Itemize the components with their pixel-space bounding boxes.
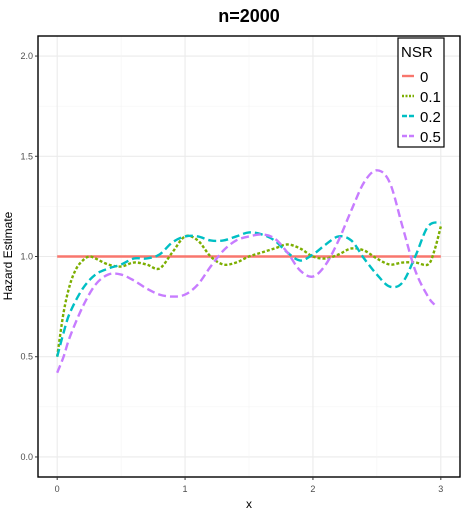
legend-label: 0 [420,69,428,86]
x-tick-label: 0 [55,484,60,494]
y-tick-label: 1.0 [20,252,33,262]
legend-box [397,37,445,148]
series-line-nsr-3 [56,169,436,374]
x-tick-label: 3 [438,484,443,494]
legend-label: 0.1 [420,89,441,106]
legend-item: 0.2 [402,109,441,126]
legend-label: 0.5 [420,129,441,146]
legend-item: 0 [402,69,428,86]
y-tick-label: 0.5 [20,352,33,362]
y-axis-ticks: 0.0 0.5 1.0 1.5 2.0 [20,51,38,462]
x-axis-ticks: 0 1 2 3 [55,477,443,494]
legend: NSR 0 0.1 0.2 0.5 [397,37,445,148]
y-axis-title: Hazard Estimate [1,211,15,300]
chart-title: n=2000 [218,6,280,26]
y-tick-label: 2.0 [20,51,33,61]
x-tick-label: 2 [310,484,315,494]
legend-label: 0.2 [420,109,441,126]
y-tick-label: 1.5 [20,151,33,161]
legend-title: NSR [401,44,433,61]
series-lines [55,169,442,374]
x-axis-title: x [246,497,252,511]
y-tick-label: 0.0 [20,452,33,462]
x-tick-label: 1 [183,484,188,494]
plot-panel [37,35,461,478]
legend-items: 0 0.1 0.2 0.5 [402,69,441,146]
series-line-nsr-1 [55,226,442,357]
legend-item: 0.1 [402,89,441,106]
legend-item: 0.5 [402,129,441,146]
